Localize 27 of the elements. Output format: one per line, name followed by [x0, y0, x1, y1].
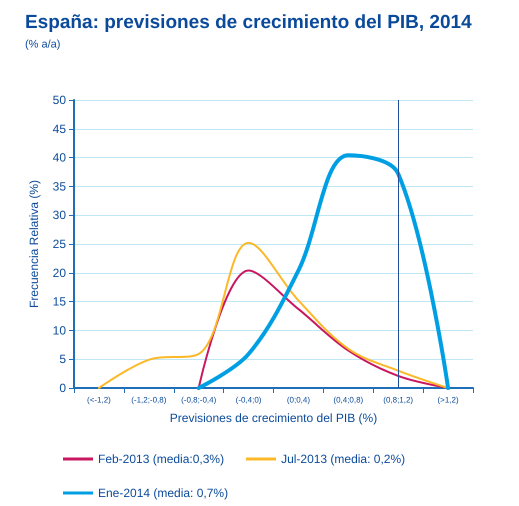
y-tick-label: 25	[52, 237, 66, 251]
y-tick-label: 15	[52, 294, 66, 309]
chart-subtitle: (% a/a)	[25, 38, 60, 50]
x-tick-label: (0,4;0,8)	[333, 396, 364, 404]
y-axis-title: Frecuencia Relativa (%)	[27, 180, 41, 308]
chart-title: España: previsiones de crecimiento del PIB, 2014	[25, 12, 472, 33]
x-tick-label: (-1,2;-0,8)	[131, 396, 167, 404]
x-axis-title: Previsiones de crecimiento del PIB (%)	[170, 411, 378, 425]
y-tick-label: 40	[52, 150, 66, 165]
y-tick-label: 10	[52, 323, 66, 338]
y-tick-label: 5	[59, 352, 66, 366]
x-tick-label: (0;0,4)	[286, 396, 310, 404]
line-series	[196, 153, 450, 390]
legend-label: Jul-2013 (media: 0,2%)	[281, 452, 406, 466]
y-tick-label: 20	[52, 266, 66, 280]
y-tick-label: 35	[52, 179, 66, 194]
y-tick-label: 30	[52, 208, 66, 222]
y-tick-label: 0	[59, 381, 66, 395]
x-tick-label: (-0,8;-0,4)	[181, 396, 217, 404]
legend-label: Feb-2013 (media:0,3%)	[98, 452, 224, 466]
x-tick-label: (<-1,2)	[87, 396, 112, 404]
legend-label: Ene-2014 (media: 0,7%)	[98, 486, 228, 500]
y-tick-label: 50	[52, 93, 66, 107]
y-tick-label: 45	[52, 122, 66, 136]
x-tick-label: (-0,4;0)	[236, 396, 262, 404]
x-tick-label: (0,8;1,2)	[383, 396, 414, 404]
x-tick-label: (>1,2)	[438, 396, 459, 404]
